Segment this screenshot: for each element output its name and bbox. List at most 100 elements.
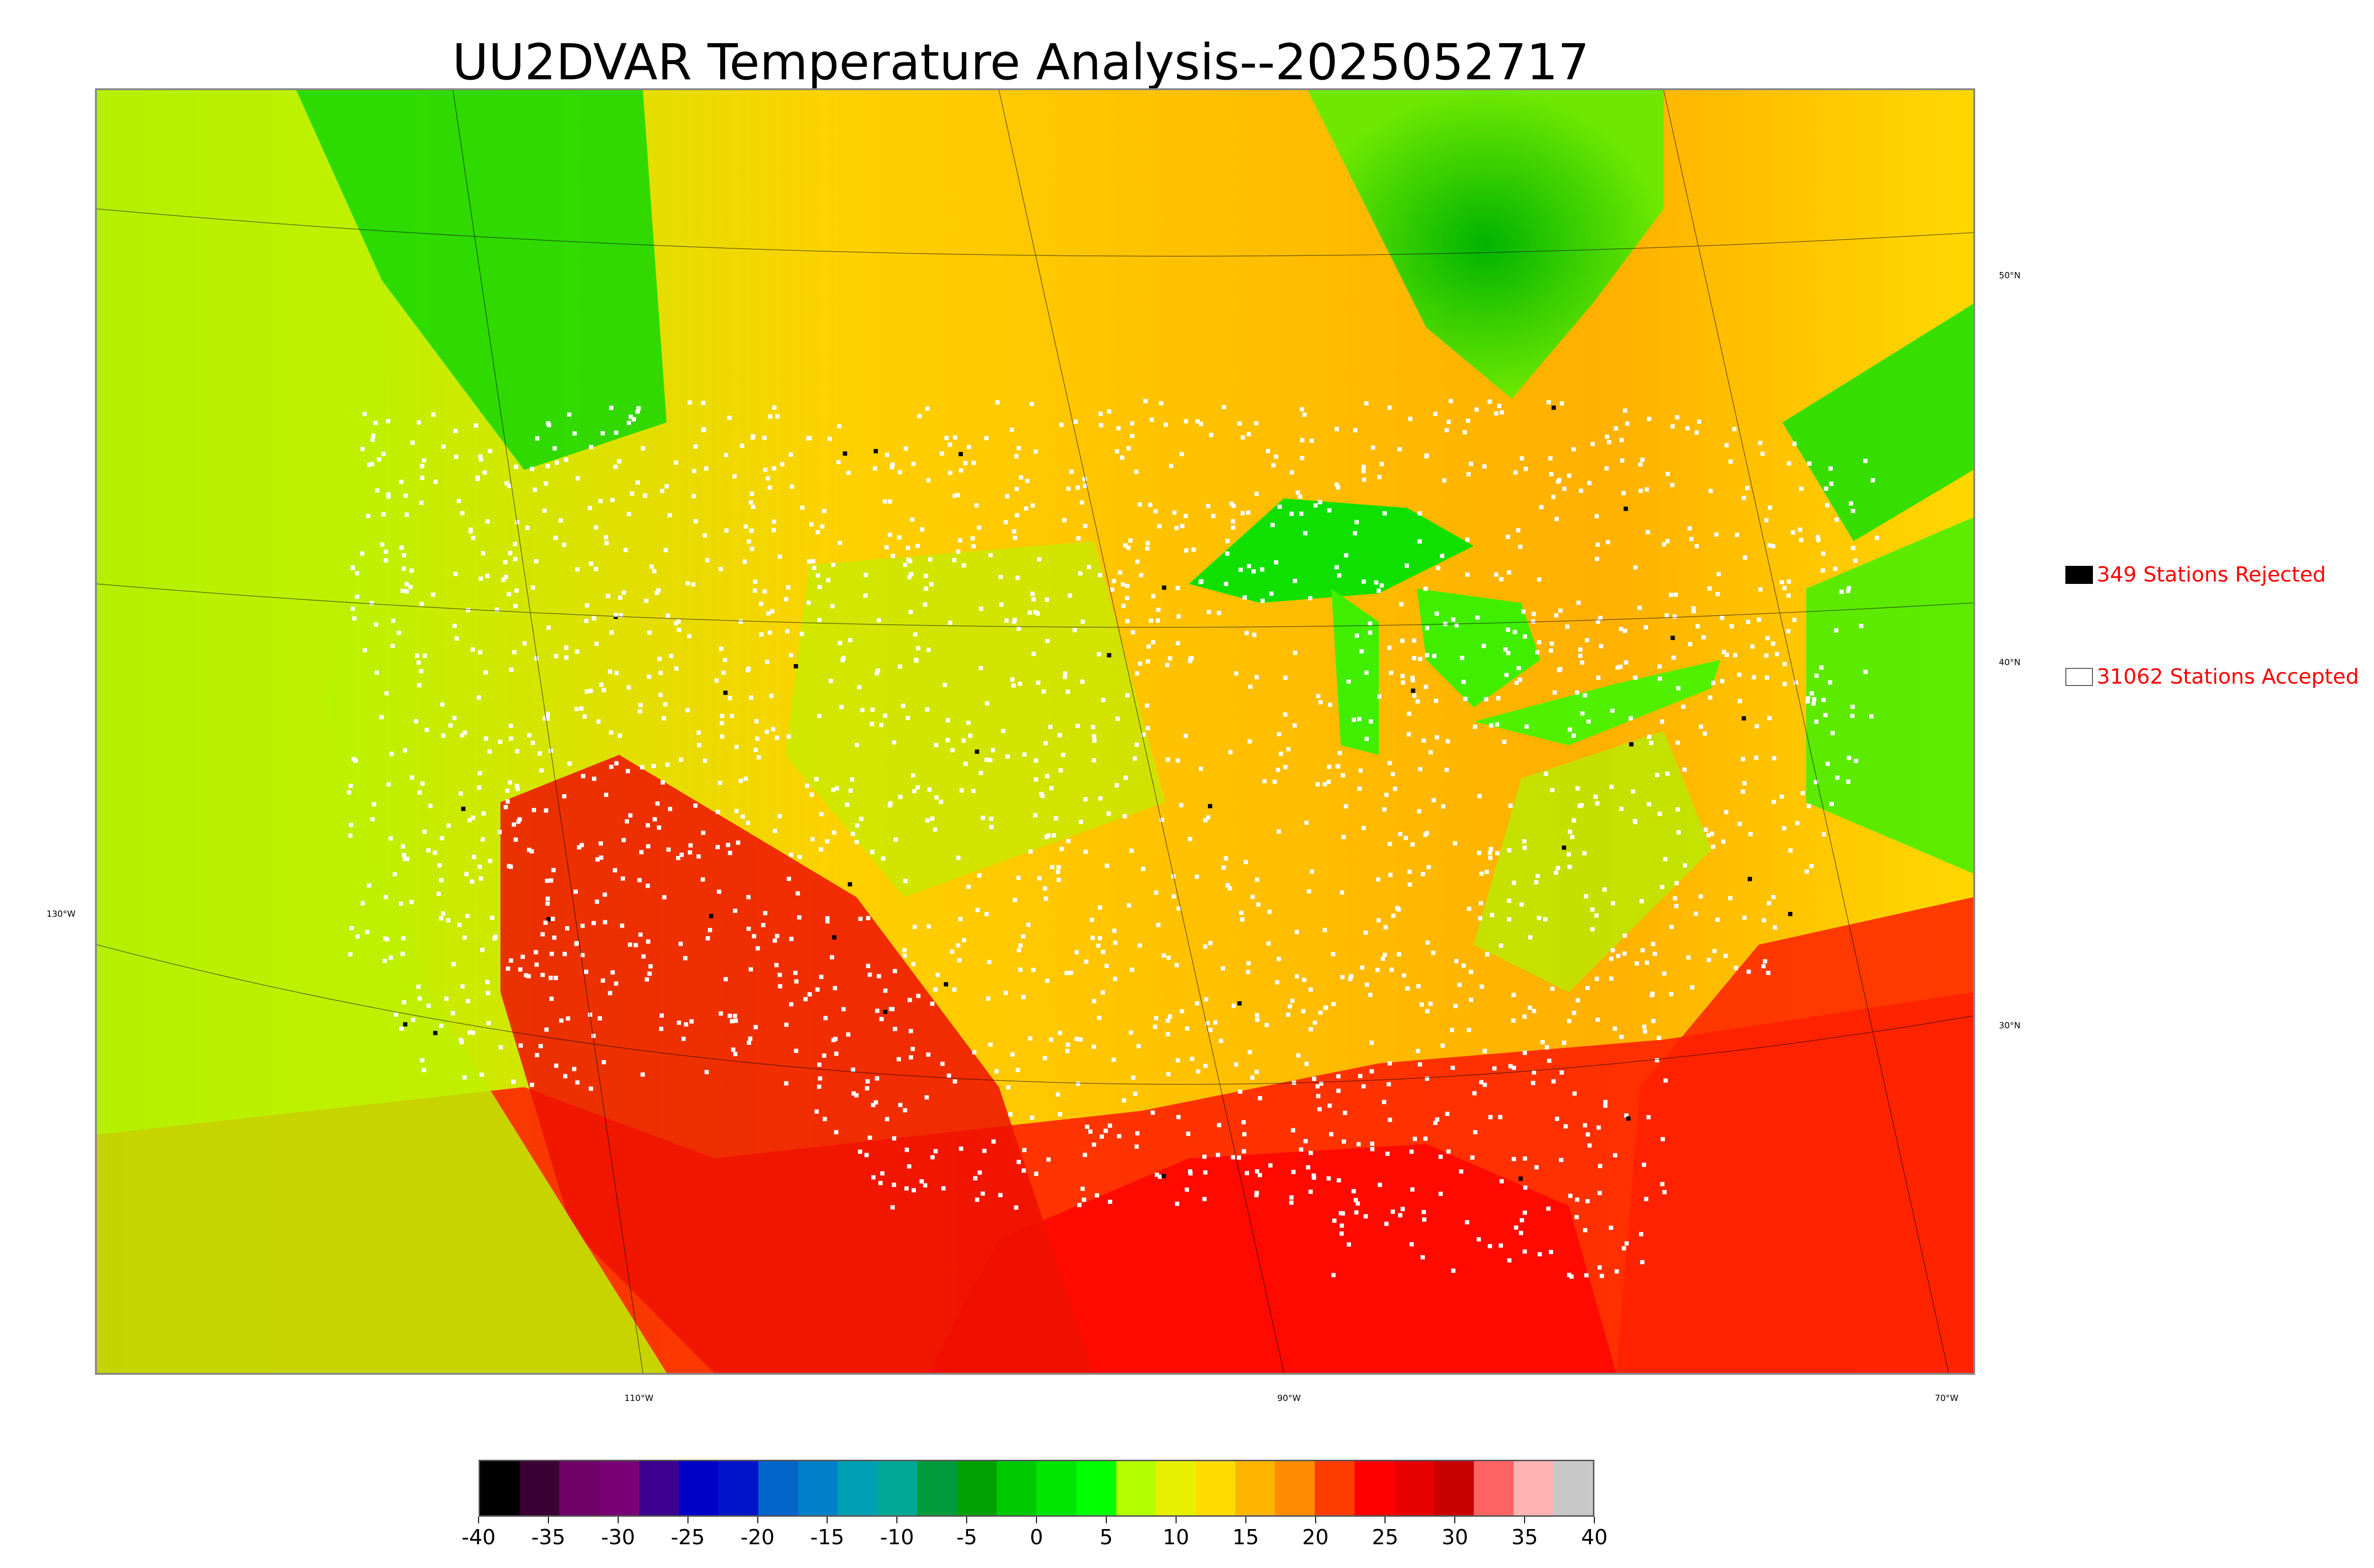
station-marker xyxy=(1336,1089,1341,1093)
station-marker xyxy=(1052,833,1056,838)
station-marker xyxy=(1461,963,1466,968)
station-marker xyxy=(545,716,550,721)
station-marker xyxy=(1498,1243,1503,1248)
station-marker xyxy=(822,508,827,513)
station-marker xyxy=(1481,644,1486,648)
station-marker xyxy=(384,549,388,554)
station-marker xyxy=(1495,851,1500,855)
station-marker xyxy=(1613,1153,1618,1157)
station-marker xyxy=(915,544,920,548)
station-marker xyxy=(1415,1049,1420,1053)
station-marker xyxy=(1729,624,1734,629)
station-marker xyxy=(495,607,499,612)
station-marker xyxy=(1283,765,1288,770)
station-marker xyxy=(1417,511,1422,516)
station-marker xyxy=(1073,419,1078,424)
station-marker xyxy=(638,703,643,707)
station-marker xyxy=(1008,1112,1013,1117)
station-marker xyxy=(1624,660,1629,665)
station-marker xyxy=(1821,832,1826,837)
station-marker xyxy=(1135,1131,1140,1136)
station-marker xyxy=(1646,530,1650,535)
station-marker xyxy=(1397,447,1402,451)
station-marker xyxy=(1146,726,1150,731)
station-marker xyxy=(864,573,868,577)
station-marker xyxy=(1243,595,1247,600)
station-marker xyxy=(1531,1080,1536,1085)
station-marker xyxy=(1357,786,1362,791)
station-marker xyxy=(1423,1136,1428,1141)
station-marker xyxy=(1225,883,1230,888)
station-marker xyxy=(350,606,355,611)
station-marker xyxy=(759,601,763,606)
station-marker xyxy=(927,787,932,792)
station-marker xyxy=(1382,807,1387,812)
station-marker xyxy=(999,602,1004,607)
graticule xyxy=(97,90,1973,1373)
station-marker xyxy=(1389,670,1394,675)
station-marker xyxy=(460,511,465,516)
station-marker xyxy=(422,829,427,834)
station-marker xyxy=(462,935,467,940)
station-marker xyxy=(1183,733,1188,738)
station-marker xyxy=(1511,1157,1516,1161)
station-marker xyxy=(958,538,962,543)
colorbar-segment xyxy=(758,1461,798,1515)
station-marker xyxy=(1306,1165,1310,1170)
station-marker xyxy=(650,564,654,569)
station-marker xyxy=(1159,817,1164,822)
station-marker xyxy=(893,1027,897,1031)
station-marker xyxy=(1254,1192,1259,1197)
station-marker xyxy=(1359,649,1364,654)
station-marker xyxy=(1138,943,1142,948)
station-marker xyxy=(454,636,459,641)
station-marker xyxy=(968,733,972,738)
station-marker xyxy=(440,836,444,840)
station-marker xyxy=(973,1176,978,1181)
station-marker xyxy=(1788,911,1792,916)
station-marker xyxy=(765,476,770,481)
station-marker xyxy=(1474,407,1479,412)
station-marker xyxy=(1572,1011,1576,1015)
station-marker xyxy=(1732,427,1737,432)
station-marker xyxy=(825,919,830,924)
station-marker xyxy=(714,678,719,683)
station-marker xyxy=(1578,653,1583,658)
station-marker xyxy=(417,996,422,1001)
station-marker xyxy=(1045,597,1049,602)
station-marker xyxy=(1346,679,1351,684)
station-marker xyxy=(909,1055,914,1060)
station-marker xyxy=(977,873,981,878)
station-marker xyxy=(1005,494,1009,498)
station-marker xyxy=(546,423,551,427)
station-marker xyxy=(1065,1049,1070,1053)
station-marker xyxy=(1598,616,1603,620)
station-marker xyxy=(817,618,822,622)
station-marker xyxy=(1354,1198,1358,1202)
station-marker xyxy=(1567,864,1572,869)
station-marker xyxy=(1746,969,1751,974)
station-marker xyxy=(912,1188,916,1192)
station-marker xyxy=(1363,1214,1368,1219)
station-marker xyxy=(1540,1040,1545,1044)
station-marker xyxy=(1262,779,1267,784)
station-marker xyxy=(1551,1079,1556,1084)
station-marker xyxy=(746,1041,751,1045)
station-marker xyxy=(1336,764,1340,769)
station-marker xyxy=(1441,804,1445,809)
station-marker xyxy=(1039,792,1044,797)
station-marker xyxy=(860,708,865,713)
station-marker xyxy=(1723,953,1728,958)
station-marker xyxy=(1532,1009,1536,1014)
station-marker xyxy=(1626,1116,1631,1121)
station-marker xyxy=(1614,1269,1619,1274)
station-marker xyxy=(697,743,701,747)
station-marker xyxy=(388,836,393,841)
station-marker xyxy=(564,655,569,660)
station-marker xyxy=(903,1108,907,1113)
station-marker xyxy=(647,630,652,635)
station-marker xyxy=(594,525,598,530)
station-marker xyxy=(685,708,690,713)
station-marker xyxy=(966,721,971,725)
station-marker xyxy=(1045,774,1050,779)
